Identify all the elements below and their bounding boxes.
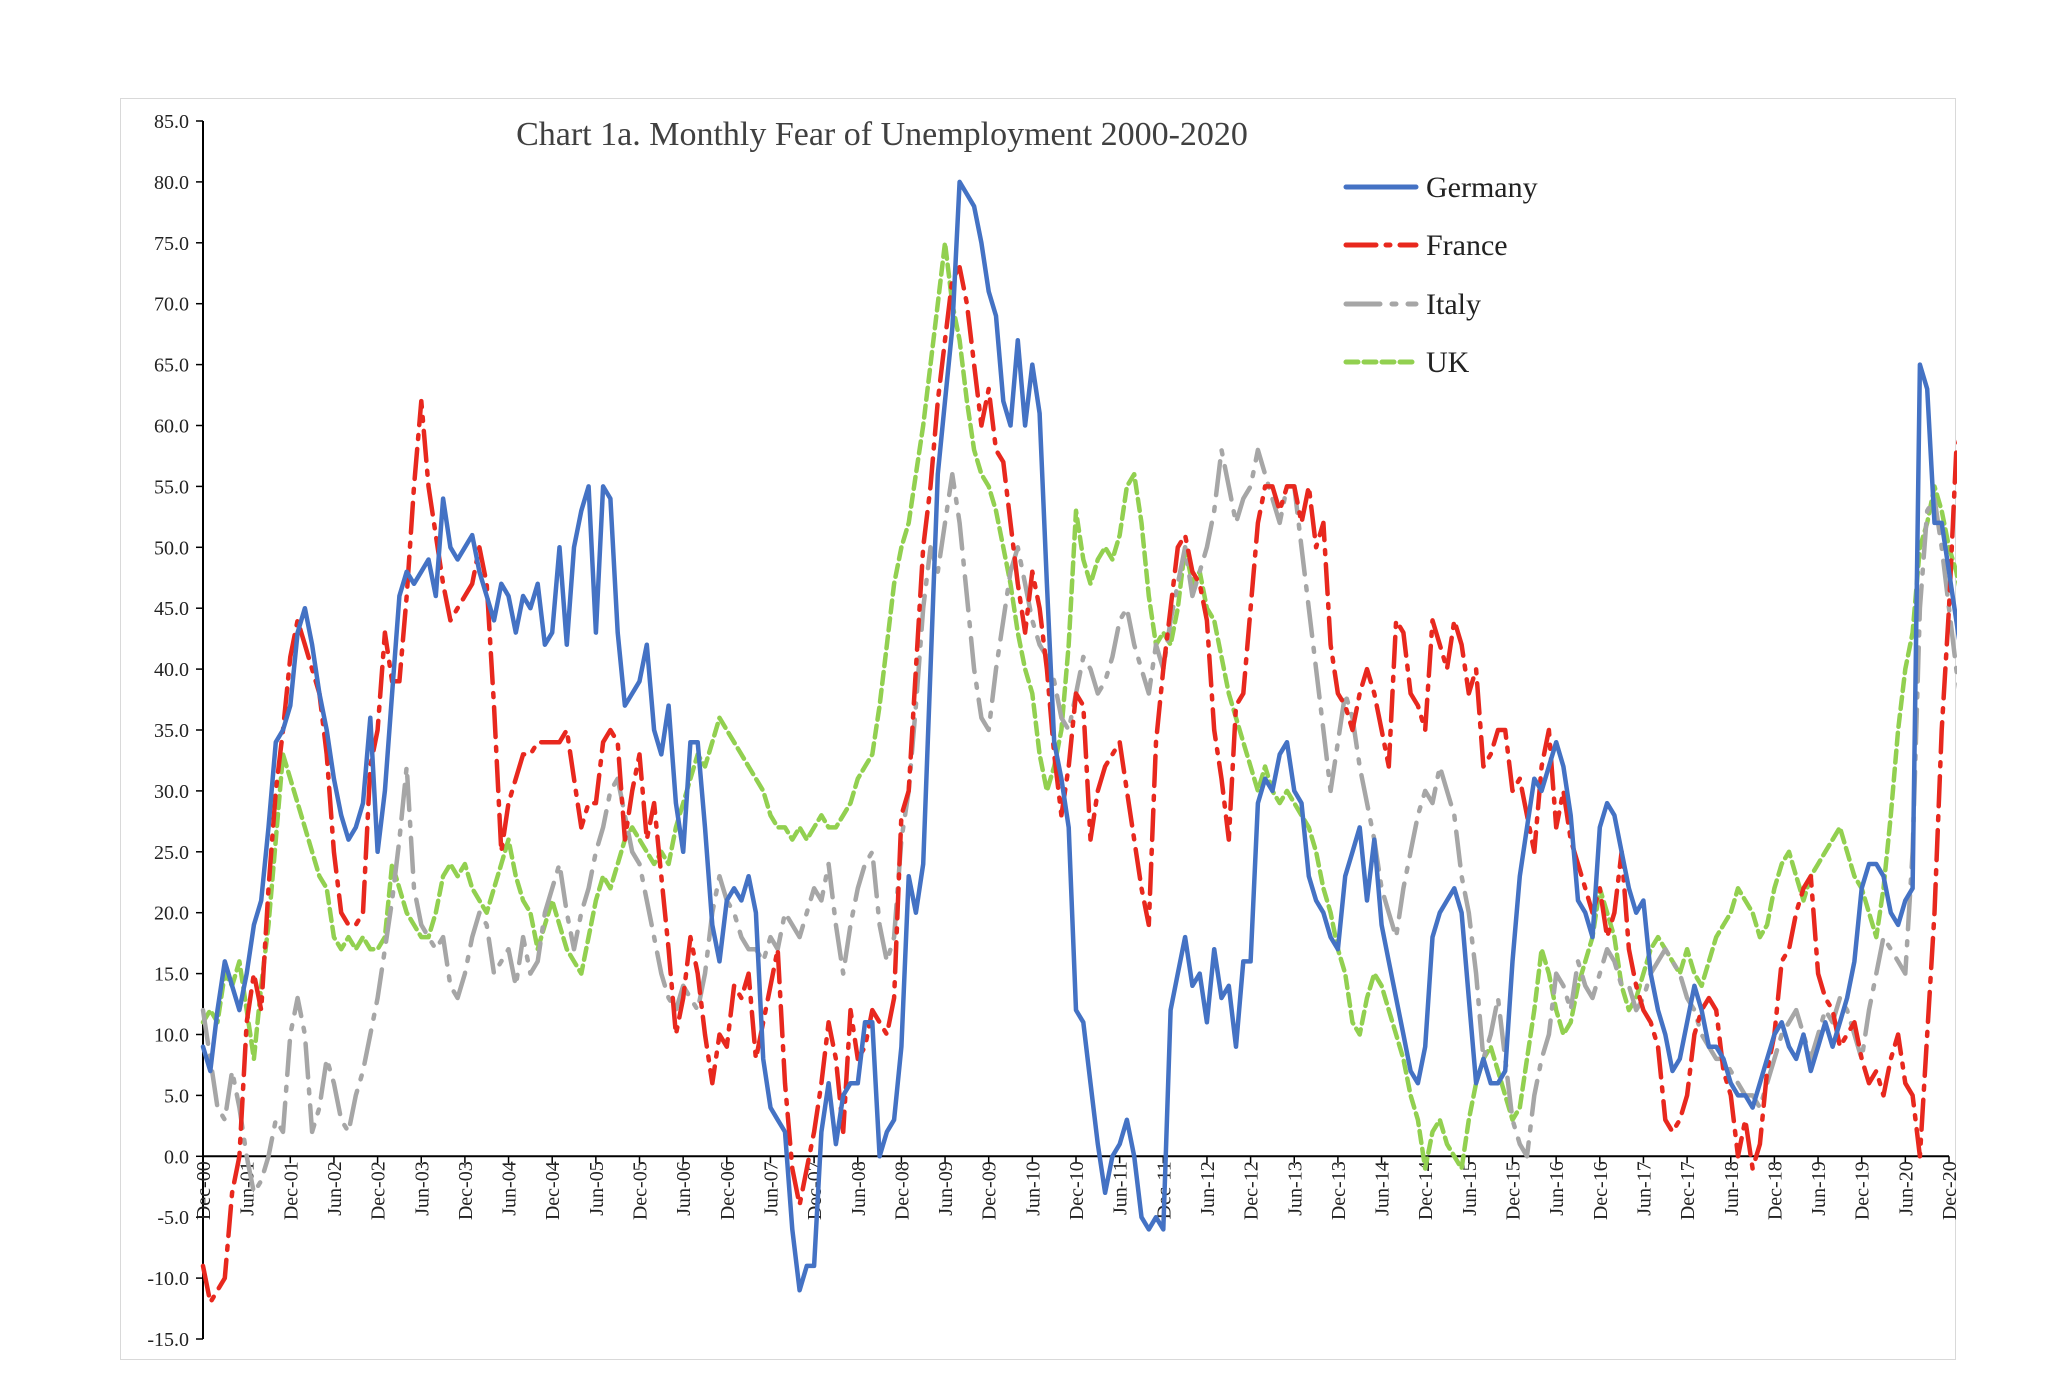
x-tick-label: Jun-19: [1808, 1161, 1830, 1215]
x-tick-label: Jun-13: [1284, 1161, 1306, 1215]
x-tick-label: Jun-03: [411, 1161, 433, 1215]
x-tick-label: Jun-02: [324, 1161, 346, 1215]
x-tick-label: Jun-07: [760, 1161, 782, 1215]
y-tick-label: -10.0: [147, 1268, 189, 1290]
x-tick-label: Dec-17: [1677, 1161, 1699, 1220]
y-tick-label: 35.0: [154, 720, 189, 742]
x-tick-label: Dec-19: [1852, 1161, 1874, 1220]
x-tick-label: Dec-18: [1764, 1161, 1786, 1220]
y-axis: 85.0 80.0 75.0 70.0 65.0 60.0 55.0 50.0 45.0 40.0…: [147, 111, 204, 1351]
x-tick-label: Dec-01: [280, 1161, 302, 1220]
x-tick-label: Dec-03: [455, 1161, 477, 1220]
y-tick-label: -15.0: [147, 1329, 189, 1351]
chart-title: Chart 1a. Monthly Fear of Unemployment 2…: [516, 116, 1248, 153]
x-axis: Dec-00 Jun-01 Dec-01 Jun-02 Dec-02 Jun-03 Dec-…: [193, 1155, 1957, 1220]
y-tick-label: 85.0: [154, 111, 189, 133]
x-tick-label: Jun-10: [1022, 1161, 1044, 1215]
x-tick-label: Dec-00: [193, 1161, 215, 1220]
series-line-germany: [200, 179, 1957, 1293]
x-tick-label: Dec-12: [1241, 1161, 1263, 1220]
y-tick-label: 10.0: [154, 1025, 189, 1047]
legend: Germany France Italy UK: [1343, 171, 1538, 379]
x-tick-label: Dec-20: [1939, 1161, 1957, 1220]
y-tick-label: 55.0: [154, 476, 189, 498]
x-tick-label: Jun-08: [848, 1161, 870, 1215]
chart-svg: Chart 1a. Monthly Fear of Unemployment 2…: [147, 111, 1957, 1351]
x-tick-label: Jun-17: [1633, 1161, 1655, 1215]
x-tick-label: Jun-15: [1459, 1161, 1481, 1215]
x-tick-label: Jun-11: [1110, 1161, 1132, 1215]
y-tick-label: 15.0: [154, 964, 189, 986]
x-tick-label: Dec-06: [717, 1161, 739, 1220]
x-tick-label: Dec-02: [368, 1161, 390, 1220]
x-tick-label: Jun-09: [935, 1161, 957, 1215]
x-tick-label: Jun-16: [1546, 1161, 1568, 1215]
legend-label-germany: Germany: [1426, 171, 1538, 204]
x-tick-label: Jun-12: [1197, 1161, 1219, 1215]
series-layer: [200, 179, 1957, 1305]
x-tick-label: Dec-10: [1066, 1161, 1088, 1220]
x-tick-label: Jun-14: [1372, 1161, 1394, 1215]
y-tick-label: 5.0: [164, 1085, 189, 1107]
y-tick-label: 25.0: [154, 842, 189, 864]
x-tick-label: Dec-14: [1415, 1161, 1437, 1220]
x-tick-label: Jun-01: [237, 1161, 259, 1215]
y-tick-label: 70.0: [154, 294, 189, 316]
series-line-france: [200, 264, 1957, 1305]
y-tick-label: 50.0: [154, 537, 189, 559]
x-tick-label: Dec-15: [1503, 1161, 1525, 1220]
x-tick-label: Jun-20: [1895, 1161, 1917, 1215]
series-line-italy: [200, 447, 1957, 1196]
y-tick-label: 80.0: [154, 172, 189, 194]
y-tick-label: 0.0: [164, 1146, 189, 1168]
series-line-uk: [200, 240, 1957, 1171]
x-tick-label: Dec-16: [1590, 1161, 1612, 1220]
x-tick-label: Jun-18: [1721, 1161, 1743, 1215]
x-tick-label: Dec-05: [630, 1161, 652, 1220]
y-tick-label: 20.0: [154, 903, 189, 925]
x-tick-label: Dec-09: [979, 1161, 1001, 1220]
legend-label-france: France: [1426, 229, 1508, 262]
x-tick-label: Jun-04: [499, 1161, 521, 1215]
y-tick-label: 30.0: [154, 781, 189, 803]
x-tick-label: Jun-06: [673, 1161, 695, 1215]
y-tick-label: 40.0: [154, 659, 189, 681]
x-tick-label: Dec-04: [542, 1161, 564, 1220]
legend-label-italy: Italy: [1426, 288, 1481, 321]
y-tick-label: 65.0: [154, 355, 189, 377]
x-tick-label: Dec-13: [1328, 1161, 1350, 1220]
x-tick-label: Jun-05: [586, 1161, 608, 1215]
chart-frame: Chart 1a. Monthly Fear of Unemployment 2…: [120, 98, 1957, 1360]
y-tick-label: 60.0: [154, 416, 189, 438]
y-tick-label: 75.0: [154, 233, 189, 255]
legend-label-uk: UK: [1426, 346, 1470, 379]
y-tick-label: 45.0: [154, 598, 189, 620]
y-tick-label: -5.0: [157, 1207, 189, 1229]
x-tick-label: Dec-08: [891, 1161, 913, 1220]
